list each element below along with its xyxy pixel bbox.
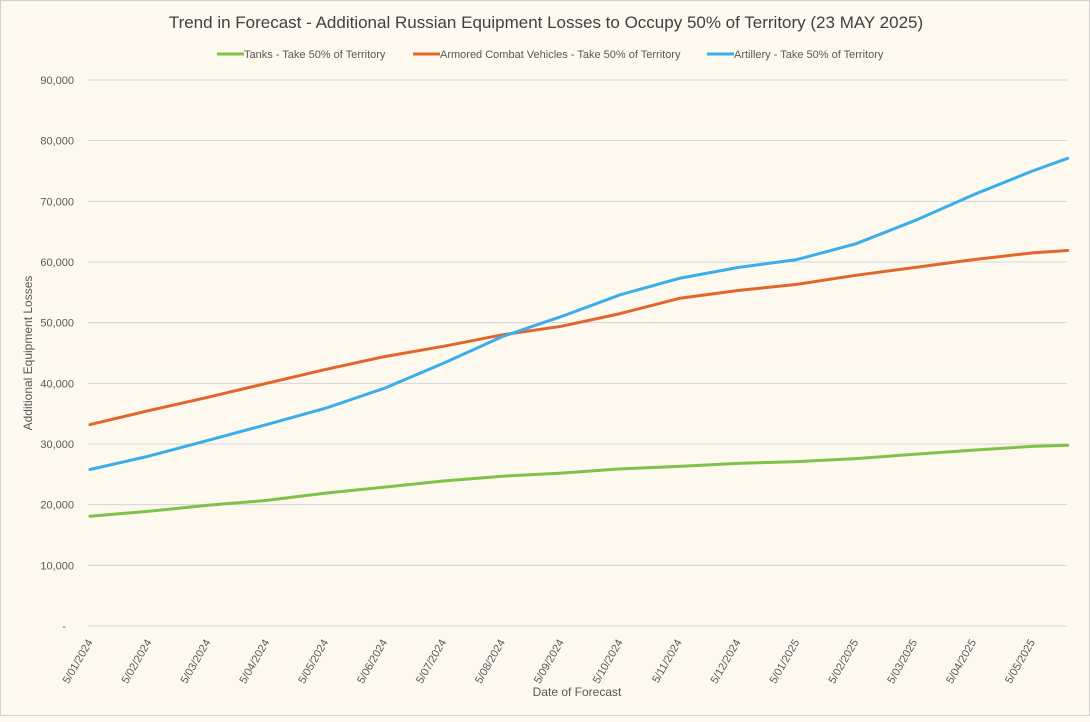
legend-item: Armored Combat Vehicles - Take 50% of Te…	[413, 49, 681, 61]
y-tick-label: 90,000	[40, 75, 74, 87]
x-tick-label: 5/02/2024	[120, 638, 155, 686]
y-tick-label: 50,000	[40, 318, 74, 330]
x-tick-label: 5/03/2025	[885, 638, 920, 686]
y-tick-label: -	[62, 621, 66, 633]
y-tick-label: 20,000	[40, 500, 74, 512]
y-axis-title: Additional Equipment Losses	[21, 276, 35, 431]
x-tick-label: 5/01/2025	[768, 638, 803, 686]
y-tick-label: 30,000	[40, 439, 74, 451]
y-tick-label: 80,000	[40, 136, 74, 148]
x-tick-label: 5/11/2024	[650, 638, 684, 686]
x-axis-ticks: 5/01/2024 5/02/2024 5/03/2024 5/04/2024 5/05…	[61, 638, 1038, 686]
x-tick-label: 5/06/2024	[355, 638, 390, 686]
legend-label: Armored Combat Vehicles - Take 50% of Te…	[440, 49, 681, 61]
y-tick-label: 40,000	[40, 378, 74, 390]
legend-label: Tanks - Take 50% of Territory	[244, 49, 386, 61]
x-tick-label: 5/03/2024	[179, 638, 214, 686]
x-tick-label: 5/05/2025	[1003, 638, 1038, 686]
x-axis-title: Date of Forecast	[533, 685, 622, 699]
legend: Tanks - Take 50% of Territory Armored Com…	[217, 49, 884, 61]
y-axis-ticks: - 10,000 20,000 30,000 40,000 50,000 60,000 70,…	[40, 75, 74, 633]
x-tick-label: 5/10/2024	[591, 638, 626, 686]
legend-item: Artillery - Take 50% of Territory	[707, 49, 884, 61]
series-lines	[88, 156, 1070, 518]
x-tick-label: 5/04/2025	[944, 638, 979, 686]
x-tick-label: 5/09/2024	[532, 638, 567, 686]
series-line-tanks	[88, 443, 1070, 518]
series-line-acv	[88, 249, 1070, 427]
x-tick-label: 5/01/2024	[61, 638, 96, 686]
legend-item: Tanks - Take 50% of Territory	[217, 49, 386, 61]
series-line-artillery	[88, 156, 1070, 471]
x-tick-label: 5/05/2024	[296, 638, 331, 686]
x-tick-label: 5/07/2024	[414, 638, 449, 686]
x-tick-label: 5/12/2024	[709, 638, 744, 686]
y-tick-label: 10,000	[40, 560, 74, 572]
x-tick-label: 5/08/2024	[473, 638, 508, 686]
x-tick-label: 5/04/2024	[237, 638, 272, 686]
y-tick-label: 70,000	[40, 196, 74, 208]
x-tick-label: 5/02/2025	[826, 638, 861, 686]
y-tick-label: 60,000	[40, 257, 74, 269]
legend-label: Artillery - Take 50% of Territory	[734, 49, 884, 61]
gridlines	[88, 79, 1067, 627]
chart-title: Trend in Forecast - Additional Russian E…	[169, 13, 923, 32]
